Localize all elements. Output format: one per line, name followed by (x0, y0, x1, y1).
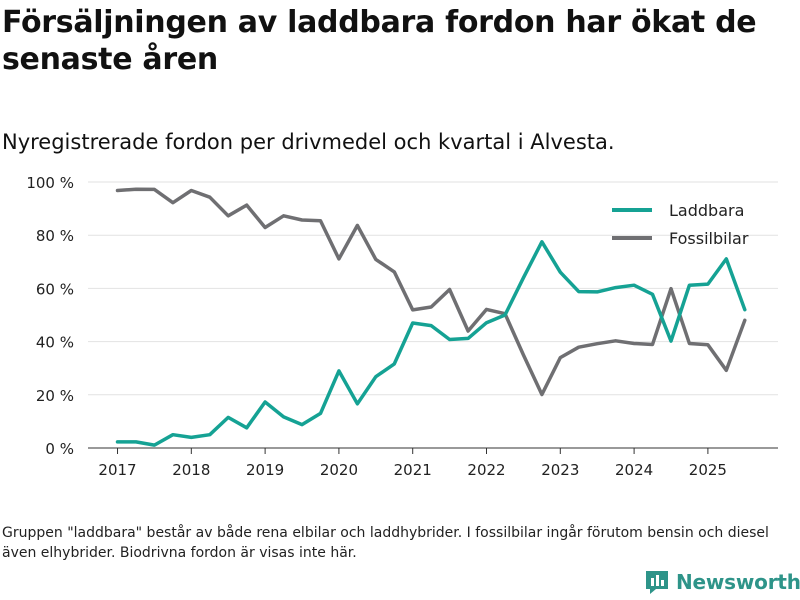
legend-label-fossilbilar: Fossilbilar (669, 229, 749, 248)
x-tick-label: 2019 (246, 461, 284, 479)
bar-chart-icon (646, 571, 668, 594)
x-tick-label: 2021 (394, 461, 432, 479)
footnote: Gruppen "laddbara" består av både rena e… (2, 525, 769, 561)
legend-label-laddbara: Laddbara (669, 201, 744, 220)
series-line-laddbara (115, 240, 747, 447)
x-tick-label: 2025 (689, 461, 727, 479)
y-tick-label: 60 % (36, 280, 74, 298)
y-tick-label: 20 % (36, 387, 74, 405)
y-tick-label: 40 % (36, 334, 74, 352)
brand-name: Newsworthy (676, 570, 800, 594)
y-tick-label: 0 % (45, 440, 74, 458)
gridlines (88, 181, 778, 396)
y-tick-label: 100 % (26, 174, 74, 192)
x-tick-label: 2024 (615, 461, 653, 479)
series-line-fossilbilar (115, 187, 747, 397)
x-tick-label: 2020 (320, 461, 358, 479)
x-tick-label: 2022 (467, 461, 505, 479)
chart-title: Försäljningen av laddbara fordon har öka… (2, 5, 757, 77)
brand-logo: Newsworthy (644, 569, 800, 595)
x-tick-label: 2018 (172, 461, 210, 479)
chart-subtitle: Nyregistrerade fordon per drivmedel och … (2, 130, 615, 154)
x-tick-label: 2023 (541, 461, 579, 479)
x-tick-label: 2017 (98, 461, 136, 479)
legend: Laddbara Fossilbilar (612, 201, 749, 248)
series-lines (115, 187, 747, 447)
line-chart: 0 % 20 % 40 % 60 % 80 % 100 % 2017 2018 2019 2020… (26, 174, 778, 479)
y-tick-label: 80 % (36, 227, 74, 245)
axes: 0 % 20 % 40 % 60 % 80 % 100 % 2017 2018 2019 2020… (26, 174, 778, 479)
